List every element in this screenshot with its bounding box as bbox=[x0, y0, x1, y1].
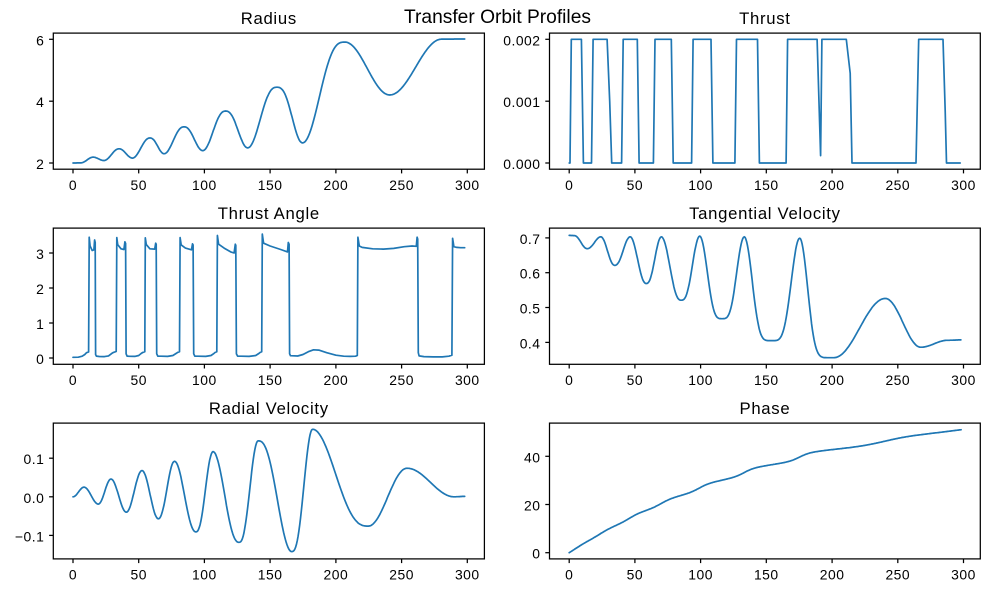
svg-text:300: 300 bbox=[455, 567, 480, 583]
svg-text:0.001: 0.001 bbox=[503, 94, 540, 110]
svg-text:300: 300 bbox=[455, 177, 480, 193]
svg-text:50: 50 bbox=[627, 567, 643, 583]
svg-text:100: 100 bbox=[192, 372, 217, 388]
svg-text:0.5: 0.5 bbox=[520, 301, 541, 317]
svg-text:0: 0 bbox=[69, 567, 77, 583]
svg-text:0: 0 bbox=[565, 372, 573, 388]
svg-text:150: 150 bbox=[258, 372, 283, 388]
svg-text:Radius: Radius bbox=[241, 9, 297, 28]
svg-text:250: 250 bbox=[885, 567, 910, 583]
svg-text:150: 150 bbox=[754, 372, 779, 388]
svg-text:100: 100 bbox=[688, 372, 713, 388]
svg-text:250: 250 bbox=[389, 567, 414, 583]
svg-text:50: 50 bbox=[627, 177, 643, 193]
svg-text:50: 50 bbox=[130, 177, 146, 193]
svg-text:6: 6 bbox=[36, 32, 44, 48]
svg-text:Radial Velocity: Radial Velocity bbox=[209, 399, 329, 418]
svg-text:250: 250 bbox=[885, 372, 910, 388]
svg-text:100: 100 bbox=[192, 177, 217, 193]
svg-text:2: 2 bbox=[36, 281, 44, 297]
svg-text:200: 200 bbox=[324, 372, 349, 388]
svg-text:Tangential Velocity: Tangential Velocity bbox=[689, 204, 841, 223]
svg-text:Transfer Orbit Profiles: Transfer Orbit Profiles bbox=[404, 7, 591, 28]
svg-text:100: 100 bbox=[192, 567, 217, 583]
svg-text:200: 200 bbox=[324, 567, 349, 583]
svg-text:300: 300 bbox=[951, 372, 976, 388]
svg-text:0.7: 0.7 bbox=[520, 231, 541, 247]
svg-text:300: 300 bbox=[455, 372, 480, 388]
svg-text:100: 100 bbox=[688, 177, 713, 193]
svg-text:150: 150 bbox=[258, 567, 283, 583]
svg-text:0.1: 0.1 bbox=[23, 451, 44, 467]
svg-text:150: 150 bbox=[754, 567, 779, 583]
svg-text:Thrust: Thrust bbox=[739, 9, 791, 28]
svg-text:250: 250 bbox=[389, 372, 414, 388]
svg-text:100: 100 bbox=[688, 567, 713, 583]
svg-text:200: 200 bbox=[324, 177, 349, 193]
svg-text:Phase: Phase bbox=[739, 399, 790, 418]
svg-text:−0.1: −0.1 bbox=[15, 528, 44, 544]
svg-text:250: 250 bbox=[389, 177, 414, 193]
svg-text:0: 0 bbox=[532, 546, 540, 562]
svg-text:0.4: 0.4 bbox=[520, 335, 541, 351]
svg-text:4: 4 bbox=[36, 94, 44, 110]
svg-text:0: 0 bbox=[36, 351, 44, 367]
svg-text:2: 2 bbox=[36, 156, 44, 172]
svg-text:1: 1 bbox=[36, 316, 44, 332]
svg-text:0: 0 bbox=[69, 372, 77, 388]
svg-text:0.000: 0.000 bbox=[503, 156, 540, 172]
svg-text:0: 0 bbox=[69, 177, 77, 193]
svg-text:0: 0 bbox=[565, 177, 573, 193]
svg-text:Thrust Angle: Thrust Angle bbox=[218, 204, 320, 223]
svg-text:0: 0 bbox=[565, 567, 573, 583]
svg-text:300: 300 bbox=[951, 567, 976, 583]
svg-text:250: 250 bbox=[885, 177, 910, 193]
svg-text:50: 50 bbox=[130, 567, 146, 583]
svg-text:50: 50 bbox=[627, 372, 643, 388]
svg-text:300: 300 bbox=[951, 177, 976, 193]
svg-text:200: 200 bbox=[820, 372, 845, 388]
svg-text:40: 40 bbox=[524, 449, 540, 465]
svg-text:200: 200 bbox=[820, 567, 845, 583]
svg-text:150: 150 bbox=[258, 177, 283, 193]
svg-text:150: 150 bbox=[754, 177, 779, 193]
svg-text:0.0: 0.0 bbox=[23, 490, 44, 506]
svg-text:200: 200 bbox=[820, 177, 845, 193]
svg-text:50: 50 bbox=[130, 372, 146, 388]
svg-text:0.002: 0.002 bbox=[503, 32, 540, 48]
svg-text:20: 20 bbox=[524, 498, 540, 514]
svg-text:0.6: 0.6 bbox=[520, 266, 541, 282]
svg-text:3: 3 bbox=[36, 246, 44, 262]
